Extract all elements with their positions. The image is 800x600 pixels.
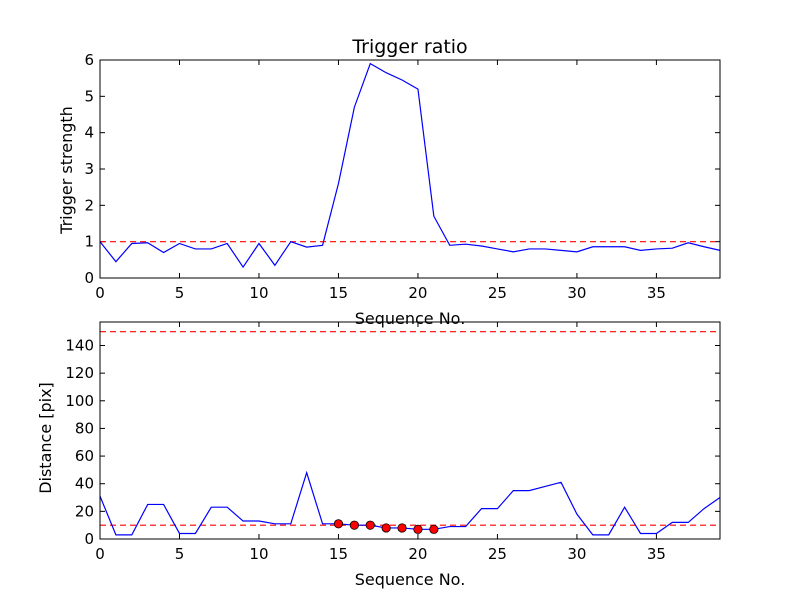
x-tick-label: 20 [408, 284, 427, 302]
y-tick-label: 2 [84, 196, 94, 214]
x-tick-label: 5 [175, 545, 185, 563]
data-marker [413, 524, 423, 534]
y-tick-label: 3 [84, 160, 94, 178]
y-axis-label: Trigger strength [57, 106, 76, 235]
distance-plot: Sequence No. Distance [pix] 0 5 10 15 20 25 30… [36, 321, 721, 589]
x-tick-label: 15 [329, 545, 348, 563]
y-tick-label: 20 [75, 502, 94, 520]
axes-frame [99, 321, 721, 540]
x-tick-label: 15 [329, 284, 348, 302]
y-tick-label: 120 [65, 364, 94, 382]
data-line [99, 470, 721, 536]
x-tick-label: 25 [488, 284, 507, 302]
y-axis-label: Distance [pix] [36, 382, 55, 494]
x-tick-label: 20 [408, 545, 427, 563]
y-tick-label: 5 [84, 87, 94, 105]
data-marker [365, 520, 375, 530]
data-line [99, 62, 721, 269]
x-tick-label: 0 [95, 284, 105, 302]
data-marker [429, 524, 439, 534]
x-tick-label: 35 [647, 545, 666, 563]
data-marker [333, 519, 344, 529]
y-tick-label: 60 [75, 447, 94, 465]
y-tick-label: 100 [65, 392, 94, 410]
x-axis-label: Sequence No. [355, 309, 466, 328]
trigger-ratio-plot: Trigger ratio Sequence No. Trigger stren… [57, 36, 721, 328]
y-tick-label: 1 [84, 233, 94, 251]
data-marker [397, 523, 407, 533]
y-tick-label: 140 [65, 336, 94, 354]
y-tick-label: 6 [84, 51, 94, 69]
x-tick-label: 25 [488, 545, 507, 563]
data-marker [381, 523, 391, 533]
x-tick-label: 35 [647, 284, 666, 302]
y-tick-label: 80 [75, 419, 94, 437]
x-axis-label: Sequence No. [355, 570, 466, 589]
x-tick-label: 10 [249, 545, 268, 563]
y-tick-label: 0 [84, 269, 94, 287]
x-tick-label: 0 [95, 545, 105, 563]
data-marker [349, 520, 359, 530]
x-tick-label: 5 [175, 284, 185, 302]
x-tick-label: 30 [567, 284, 586, 302]
plot-title: Trigger ratio [351, 36, 467, 58]
y-tick-label: 4 [84, 124, 94, 142]
axes-frame [99, 59, 721, 279]
x-tick-label: 30 [567, 545, 586, 563]
x-tick-label: 10 [249, 284, 268, 302]
y-tick-label: 0 [84, 530, 94, 548]
y-tick-label: 40 [75, 475, 94, 493]
